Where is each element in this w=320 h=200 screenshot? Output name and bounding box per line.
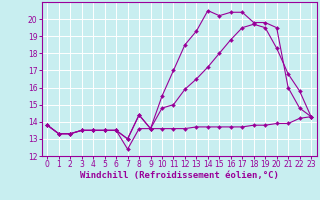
X-axis label: Windchill (Refroidissement éolien,°C): Windchill (Refroidissement éolien,°C) (80, 171, 279, 180)
